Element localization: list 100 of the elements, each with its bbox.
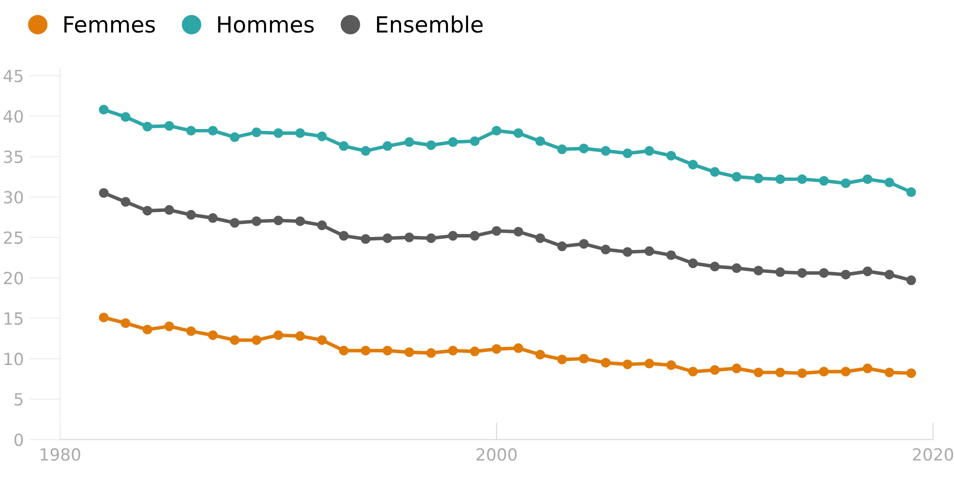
point [426, 140, 436, 150]
point [230, 335, 240, 345]
point [644, 246, 654, 256]
point [754, 174, 764, 184]
point [884, 368, 894, 378]
point [448, 230, 458, 241]
point [230, 218, 240, 228]
point [230, 132, 240, 142]
point [884, 178, 894, 188]
point [578, 239, 589, 249]
y-tick-label: 25 [4, 231, 23, 244]
point [98, 104, 109, 115]
point [252, 216, 262, 226]
point [492, 226, 502, 236]
point [775, 174, 786, 184]
point [840, 366, 851, 376]
point [338, 346, 349, 356]
point [382, 346, 392, 356]
point [273, 330, 284, 340]
point [732, 364, 742, 374]
point [797, 174, 807, 184]
point [710, 262, 720, 272]
point [208, 213, 218, 223]
point [492, 126, 502, 136]
point [208, 330, 218, 340]
point [666, 250, 676, 260]
point [819, 268, 829, 278]
point [862, 174, 872, 184]
y-tick-label: 45 [4, 70, 23, 82]
point [535, 136, 546, 146]
y-tick-label: 35 [4, 150, 23, 164]
point [404, 232, 414, 242]
point [600, 146, 611, 156]
point [622, 247, 632, 257]
point [164, 205, 174, 215]
point [557, 241, 567, 252]
point [754, 266, 764, 276]
legend-label: Hommes [218, 16, 314, 33]
point [862, 266, 872, 276]
point [273, 128, 284, 138]
point [295, 331, 306, 341]
point [360, 146, 370, 156]
point [644, 358, 654, 368]
y-tick-label: 40 [4, 110, 23, 123]
point [775, 267, 786, 278]
point [535, 350, 546, 360]
point [862, 364, 872, 374]
point [426, 233, 436, 244]
point [317, 220, 327, 230]
point [600, 244, 611, 254]
point [317, 335, 327, 345]
point [470, 136, 480, 146]
y-tick-label: 15 [4, 312, 23, 325]
point [754, 368, 764, 378]
point [884, 270, 894, 280]
y-tick-label: 20 [4, 272, 23, 284]
y-tick-label: 30 [4, 190, 23, 204]
point [404, 347, 414, 358]
point [578, 144, 589, 154]
point [470, 230, 480, 241]
point [688, 258, 698, 268]
legend-label: Femmes [64, 16, 155, 33]
point [338, 141, 349, 151]
point [557, 144, 567, 154]
point [164, 321, 174, 332]
point [622, 148, 632, 158]
point [382, 233, 392, 244]
point [514, 343, 524, 354]
point [666, 150, 676, 161]
point [360, 234, 370, 244]
point [906, 187, 916, 197]
point [622, 359, 632, 370]
point [295, 216, 306, 226]
point [120, 318, 130, 328]
point [797, 368, 807, 378]
point [142, 206, 152, 216]
x-tick-label: 2020 [913, 448, 954, 461]
point [840, 178, 851, 188]
point [382, 141, 392, 151]
y-tick-label: 5 [14, 393, 23, 406]
point [208, 126, 218, 136]
point [186, 326, 196, 336]
point [819, 176, 829, 186]
point [535, 233, 546, 244]
point [252, 335, 262, 345]
point [600, 358, 611, 368]
point [732, 263, 742, 273]
point [732, 172, 742, 182]
point [775, 368, 786, 378]
point [120, 196, 130, 207]
point [142, 122, 152, 132]
point [98, 312, 109, 322]
point [317, 131, 327, 142]
point [404, 137, 414, 147]
point [142, 324, 152, 334]
point [470, 346, 480, 356]
point [295, 128, 306, 138]
point [644, 146, 654, 156]
point [186, 210, 196, 220]
point [98, 188, 109, 198]
